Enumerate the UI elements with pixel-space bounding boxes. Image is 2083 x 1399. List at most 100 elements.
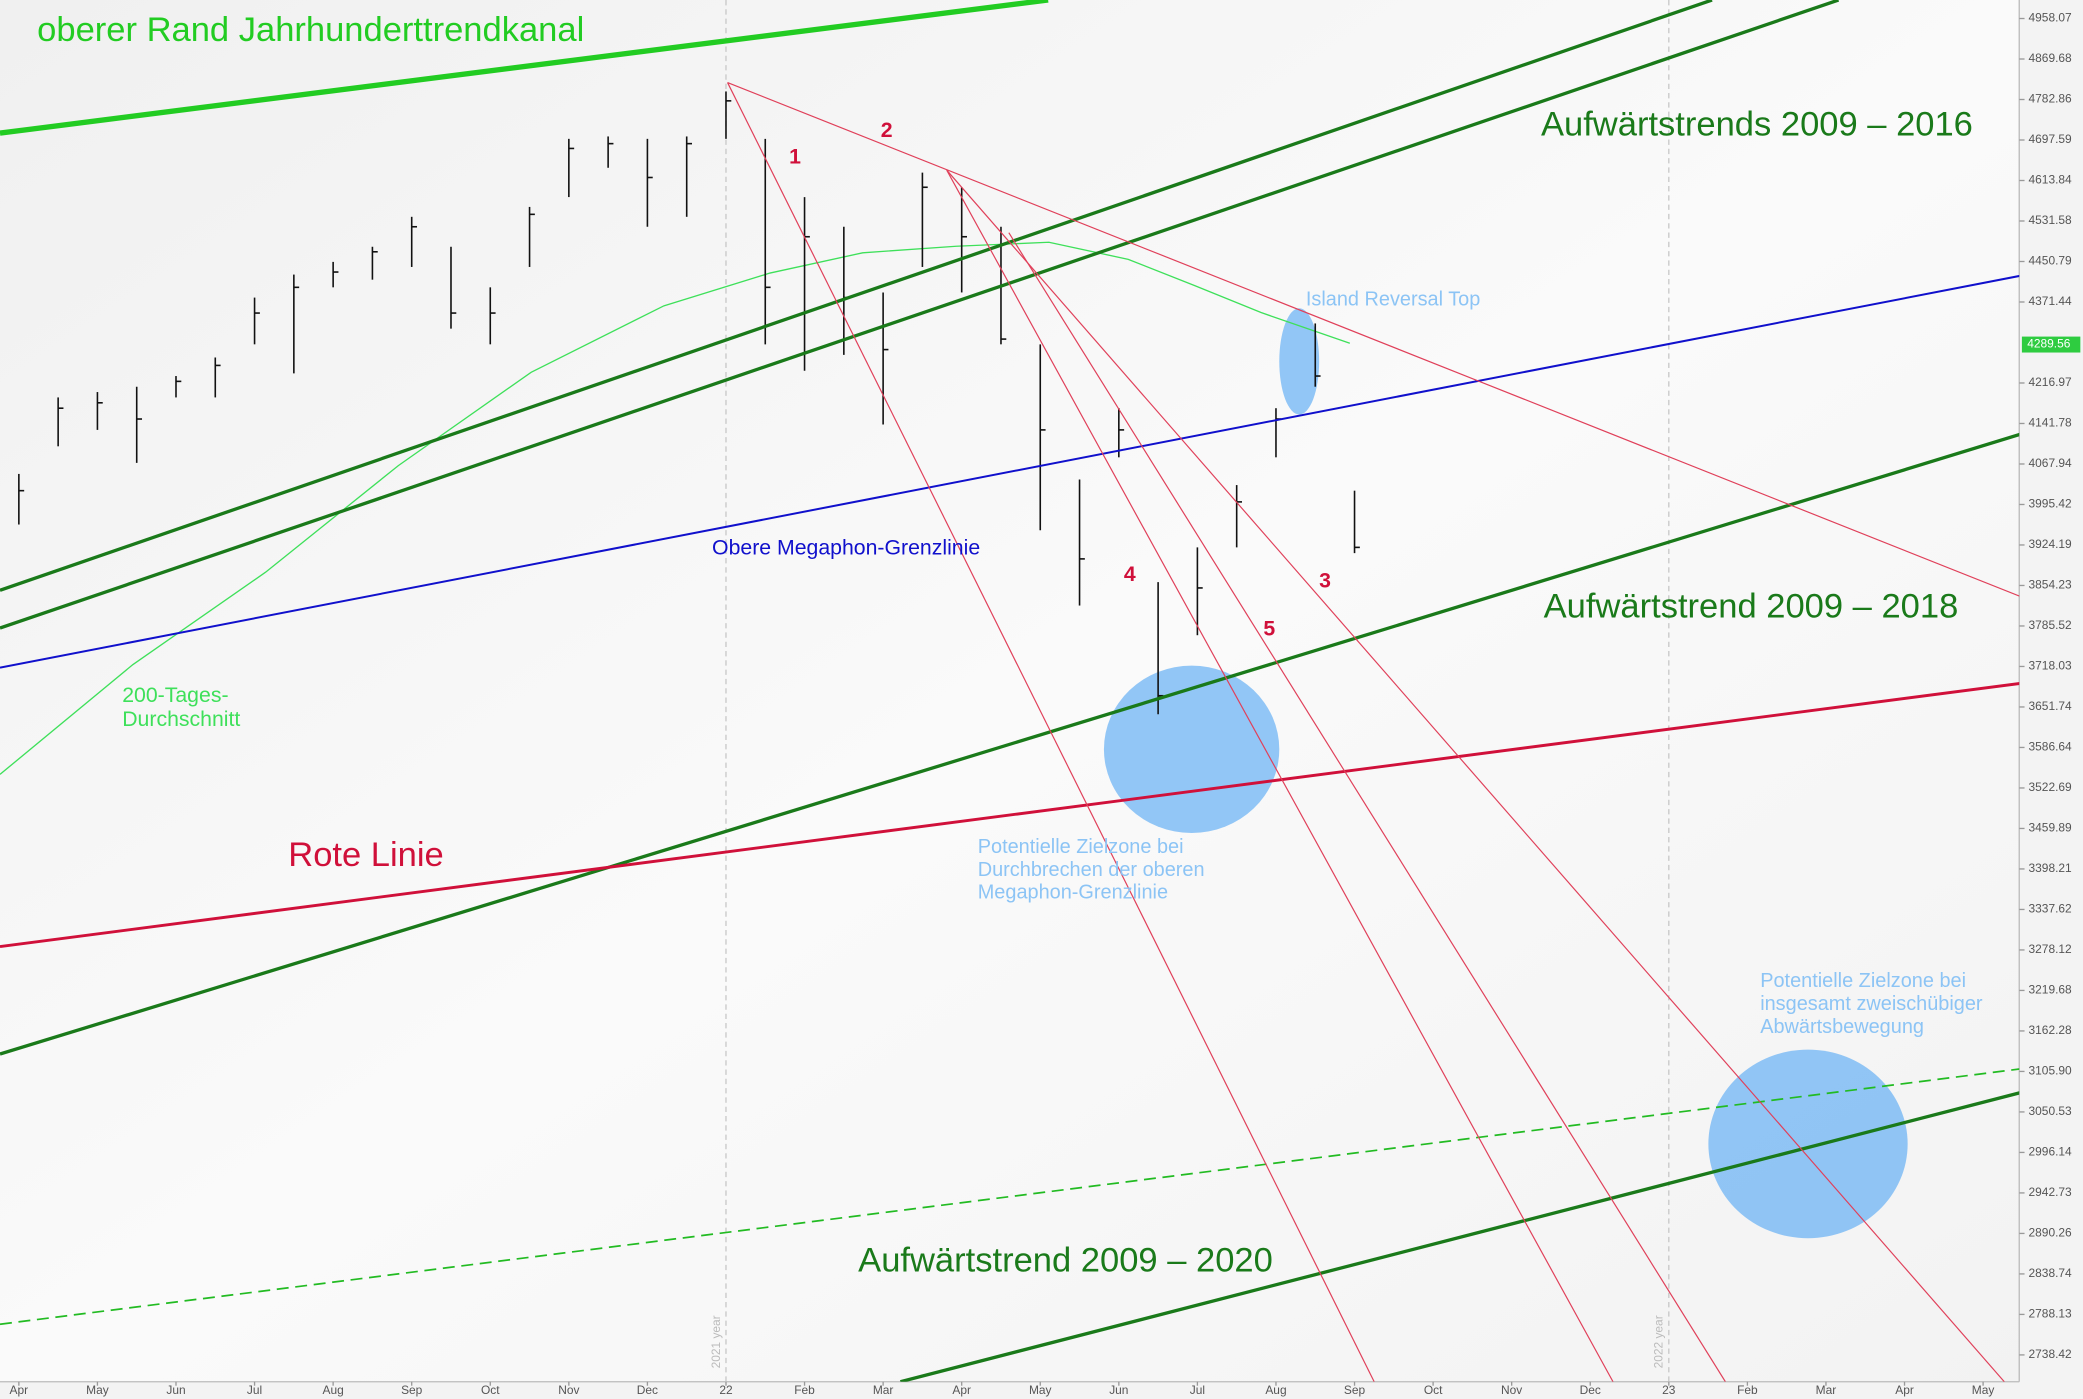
y-tick-label: 4450.79 [2029, 254, 2073, 268]
trendline [0, 682, 2020, 949]
trendline [727, 82, 1375, 1382]
annotation: Abwärtsbewegung [1760, 1016, 1924, 1038]
axes: 4958.07 4869.68 4782.86 4697.59 4613.84 4531.… [10, 11, 2081, 1397]
annotation: Potentielle Zielzone bei [1760, 970, 1966, 992]
y-tick-label: 4067.94 [2029, 456, 2073, 470]
y-tick-label: 3995.42 [2029, 497, 2073, 511]
x-tick-label: Feb [794, 1383, 815, 1397]
trendline [899, 1091, 2020, 1382]
annotation: Aufwärtstrend 2009 – 2020 [858, 1241, 1273, 1279]
y-tick-label: 2890.26 [2029, 1226, 2073, 1240]
y-tick-label: 3337.62 [2029, 902, 2073, 916]
trendline [946, 169, 2005, 1382]
y-tick-label: 3651.74 [2029, 699, 2073, 713]
island-highlight [1279, 308, 1320, 415]
y-tick-label: 4141.78 [2029, 416, 2073, 430]
y-tick-label: 4869.68 [2029, 51, 2073, 65]
annotation: 2 [881, 118, 893, 142]
y-tick-label: 3522.69 [2029, 780, 2073, 794]
annotation: Durchschnitt [122, 707, 240, 731]
x-tick-label: Aug [323, 1383, 344, 1397]
y-tick-label: 3050.53 [2029, 1104, 2073, 1118]
annotation: Durchbrechen der oberen [978, 859, 1205, 881]
x-tick-label: Jul [1190, 1383, 1205, 1397]
x-tick-label: Sep [1344, 1383, 1366, 1397]
y-tick-label: 3924.19 [2029, 537, 2073, 551]
target-zone [1708, 1049, 1908, 1239]
y-tick-label: 4958.07 [2029, 11, 2073, 25]
annotation: Rote Linie [288, 836, 443, 874]
x-tick-label: Jun [1109, 1383, 1128, 1397]
plot-area: 2021 year 2022 year [0, 0, 2020, 1382]
x-tick-label: Nov [558, 1383, 579, 1397]
y-tick-label: 3718.03 [2029, 659, 2073, 673]
annotation: 4 [1124, 562, 1136, 586]
annotation: oberer Rand Jahrhunderttrendkanal [37, 11, 584, 49]
x-tick-label: Jul [247, 1383, 262, 1397]
y-tick-label: 3785.52 [2029, 618, 2073, 632]
annotation: 200-Tages- [122, 683, 228, 707]
annotation: Aufwärtstrends 2009 – 2016 [1541, 105, 1973, 143]
y-tick-label: 3105.90 [2029, 1064, 2073, 1078]
x-axis-panel [0, 1381, 2020, 1399]
target-zone [1103, 665, 1280, 834]
y-tick-label: 3586.64 [2029, 740, 2073, 754]
x-tick-label: May [86, 1383, 109, 1397]
annotation: Potentielle Zielzone bei [978, 836, 1184, 858]
y-tick-label: 2838.74 [2029, 1266, 2073, 1280]
annotations: oberer Rand Jahrhunderttrendkanal Aufwärt… [37, 11, 1983, 1279]
moving-average [0, 241, 1351, 775]
y-tick-label: 3459.89 [2029, 821, 2073, 835]
trendline [946, 169, 1614, 1382]
last-price-badge [2021, 336, 2081, 353]
trendline [0, 432, 2020, 1056]
trendline [0, 274, 2020, 669]
year-label: 2021 year [709, 1315, 723, 1368]
y-tick-label: 3162.28 [2029, 1023, 2073, 1037]
x-tick-label: Mar [873, 1383, 894, 1397]
x-tick-label: May [1972, 1383, 1995, 1397]
x-tick-label: Dec [1580, 1383, 1601, 1397]
last-price-label: 4289.56 [2027, 337, 2071, 351]
x-tick-label: Apr [10, 1383, 29, 1397]
annotation: Island Reversal Top [1306, 289, 1480, 311]
trendline [727, 82, 2020, 597]
x-tick-label: Apr [1895, 1383, 1914, 1397]
annotation: Aufwärtstrend 2009 – 2018 [1544, 588, 1959, 626]
y-tick-label: 2788.13 [2029, 1307, 2073, 1321]
y-tick-label: 3278.12 [2029, 942, 2073, 956]
x-tick-label: May [1029, 1383, 1052, 1397]
x-tick-label: Aug [1265, 1383, 1286, 1397]
x-tick-label: Jun [166, 1383, 185, 1397]
x-tick-label: Apr [952, 1383, 971, 1397]
annotation: 5 [1263, 616, 1275, 640]
y-tick-label: 4697.59 [2029, 132, 2073, 146]
y-tick-label: 4531.58 [2029, 213, 2073, 227]
trendline [0, 0, 1840, 630]
trendline [0, 0, 1049, 136]
y-tick-label: 4782.86 [2029, 92, 2073, 106]
x-tick-label: Sep [401, 1383, 423, 1397]
y-tick-label: 3854.23 [2029, 578, 2073, 592]
annotation: 3 [1319, 569, 1331, 593]
x-tick-label: Dec [637, 1383, 658, 1397]
annotation: 1 [789, 145, 801, 169]
trendline [0, 0, 1713, 592]
trendline [0, 1068, 2020, 1326]
year-label: 2022 year [1652, 1315, 1666, 1368]
y-axis-panel [2019, 0, 2083, 1399]
x-tick-label: Mar [1816, 1383, 1837, 1397]
y-tick-label: 3219.68 [2029, 983, 2073, 997]
x-tick-label: Oct [481, 1383, 500, 1397]
y-tick-label: 2942.73 [2029, 1185, 2073, 1199]
x-tick-label: Feb [1737, 1383, 1758, 1397]
y-tick-label: 4613.84 [2029, 173, 2073, 187]
annotation: Obere Megaphon-Grenzlinie [712, 535, 980, 559]
y-tick-label: 3398.21 [2029, 861, 2073, 875]
annotation: insgesamt zweischübiger [1760, 993, 1983, 1015]
y-tick-label: 4216.97 [2029, 375, 2073, 389]
x-tick-label: Oct [1424, 1383, 1443, 1397]
y-tick-label: 4371.44 [2029, 294, 2073, 308]
